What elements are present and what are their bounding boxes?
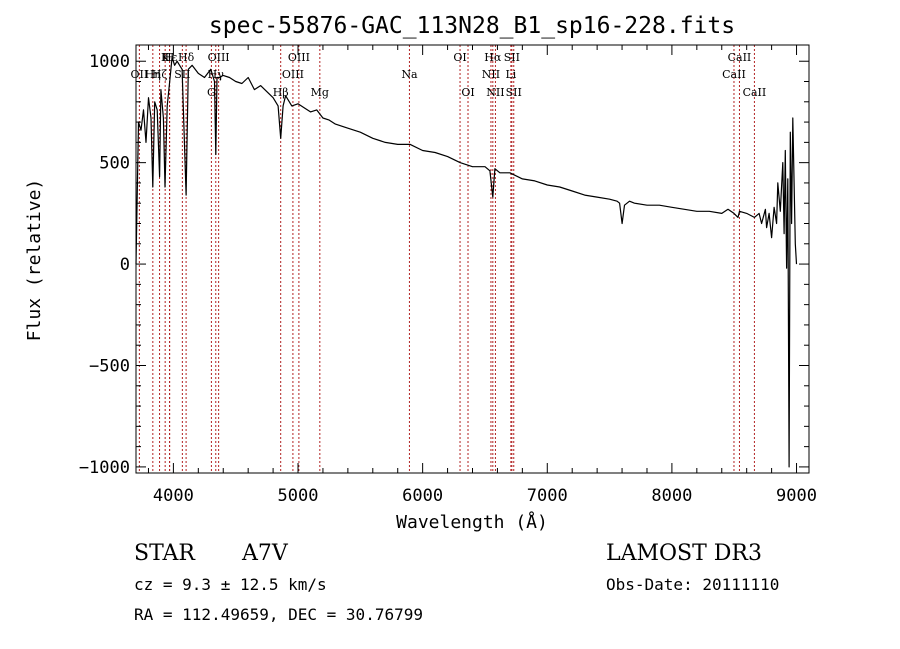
x-tick-label: 6000 [402, 486, 443, 506]
y-tick-label: 500 [99, 154, 130, 174]
marker-label: H [165, 51, 175, 64]
series-layer [135, 56, 798, 468]
marker-label: NII [486, 86, 504, 99]
marker-label: OI [453, 51, 466, 64]
marker-label: Hη [145, 68, 161, 81]
y-tick-label: 1000 [89, 52, 130, 72]
marker-label: Hζ [152, 68, 168, 81]
x-axis-label: Wavelength (Å) [396, 511, 548, 533]
object-subclass: A7V [241, 541, 289, 566]
marker-label: SII [506, 86, 522, 99]
redshift-text: cz = 9.3 ± 12.5 km/s [134, 575, 327, 594]
object-class: STAR [134, 541, 196, 566]
x-tick-label: 8000 [651, 486, 692, 506]
y-tick-label: −500 [89, 356, 130, 376]
marker-label: OIII [208, 51, 230, 64]
marker-label: Hδ [178, 51, 195, 64]
y-axis-ticks: 1000 500 0 −500 −1000 [79, 52, 809, 478]
y-tick-label: 0 [120, 255, 130, 275]
line-markers [138, 45, 755, 473]
marker-label: NII [482, 68, 500, 81]
x-tick-label: 7000 [527, 486, 568, 506]
obs-date: Obs-Date: 20111110 [606, 575, 779, 594]
x-axis-ticks: 4000 5000 6000 7000 8000 9000 [147, 45, 817, 506]
marker-label: OII [131, 68, 149, 81]
coordinates: RA = 112.49659, DEC = 30.76799 [134, 605, 423, 624]
marker-label: G [207, 86, 216, 99]
x-tick-label: 9000 [776, 486, 817, 506]
plot-frame [135, 44, 810, 474]
spectrum-line [135, 56, 798, 468]
marker-label: SII [504, 51, 520, 64]
marker-label: Hα [484, 51, 502, 64]
marker-label: Na [401, 68, 418, 81]
marker-label: Mg [311, 86, 329, 99]
x-tick-label: 5000 [278, 486, 319, 506]
x-tick-label: 4000 [153, 486, 194, 506]
marker-label: CaII [722, 68, 746, 81]
marker-label: OIII [282, 68, 304, 81]
survey-name: LAMOST DR3 [606, 541, 762, 566]
marker-label: OI [461, 86, 474, 99]
y-axis-label: Flux (relative) [24, 179, 45, 342]
y-tick-label: −1000 [79, 458, 130, 478]
marker-label: Li [505, 68, 516, 81]
chart-title: spec-55876-GAC_113N28_B1_sp16-228.fits [209, 13, 735, 39]
marker-label: CaII [743, 86, 767, 99]
marker-label: CaII [728, 51, 752, 64]
marker-label: K [161, 51, 170, 64]
marker-label: Hβ [273, 86, 289, 99]
marker-label: OIII [288, 51, 310, 64]
